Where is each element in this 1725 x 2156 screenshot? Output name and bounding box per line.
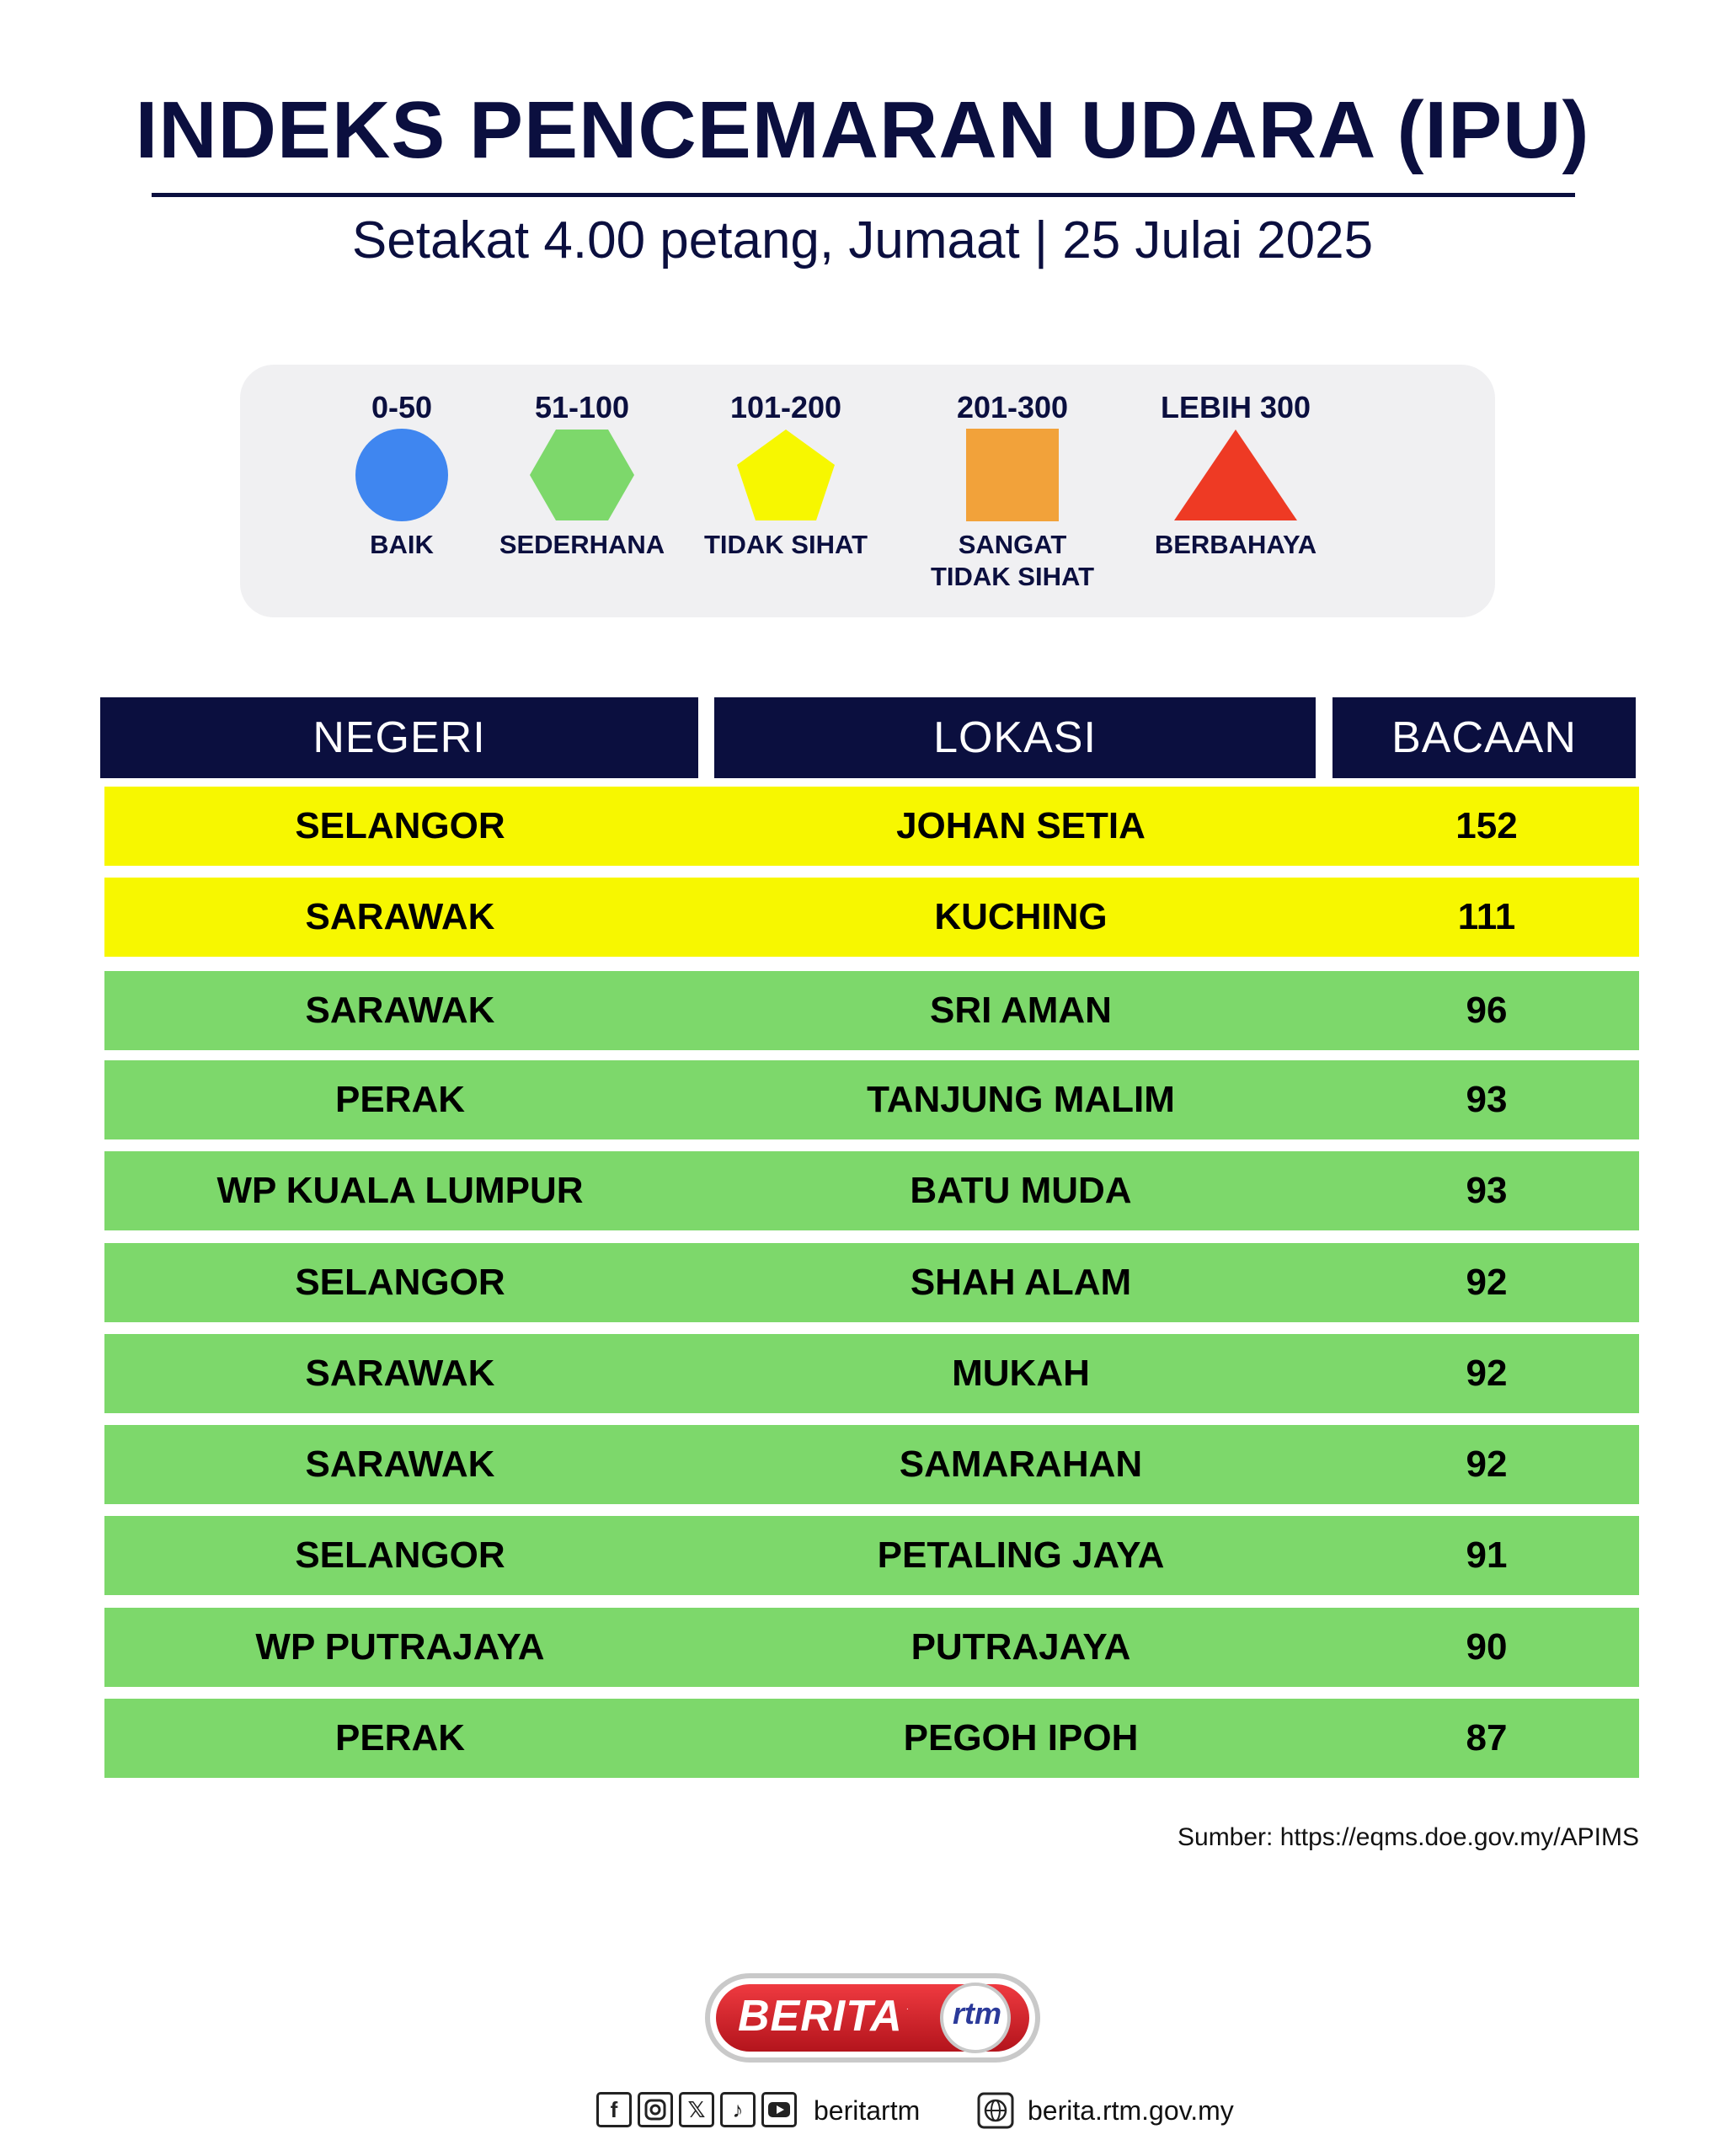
- logo-sub-text: rtm: [952, 1996, 1001, 2031]
- cell-negeri: SELANGOR: [295, 805, 505, 846]
- cell-negeri: SARAWAK: [305, 1444, 495, 1485]
- tiktok-icon[interactable]: ♪: [720, 2092, 756, 2127]
- cell-bacaan: 87: [1466, 1717, 1508, 1758]
- table-row: SELANGOR JOHAN SETIA 152: [104, 787, 1639, 866]
- legend-label-line: SANGAT: [958, 530, 1067, 559]
- social-handle[interactable]: beritartm: [814, 2095, 921, 2126]
- cell-bacaan: 92: [1466, 1353, 1508, 1394]
- table-row: PERAK PEGOH IPOH 87: [104, 1699, 1639, 1778]
- legend-range: 201-300: [956, 390, 1069, 424]
- instagram-icon[interactable]: [638, 2092, 673, 2127]
- pentagon-icon: [737, 430, 835, 520]
- legend-label: BAIK: [370, 530, 434, 559]
- legend-range: 0-50: [371, 390, 433, 424]
- cell-negeri: WP PUTRAJAYA: [255, 1626, 545, 1668]
- table-row: SARAWAK KUCHING 111: [104, 878, 1639, 957]
- cell-lokasi: PEGOH IPOH: [903, 1717, 1139, 1758]
- legend-range: 101-200: [729, 390, 842, 424]
- cell-bacaan: 93: [1466, 1170, 1508, 1211]
- cell-negeri: SARAWAK: [305, 1353, 495, 1394]
- legend-label: SEDERHANA: [499, 530, 665, 559]
- logo-text: BERITA: [738, 1992, 903, 2041]
- cell-negeri: PERAK: [334, 1717, 466, 1758]
- column-header-negeri: NEGERI: [100, 697, 698, 778]
- table-row: WP KUALA LUMPUR BATU MUDA 93: [104, 1151, 1639, 1230]
- cell-negeri: SELANGOR: [295, 1534, 505, 1576]
- globe-icon: [977, 2092, 1014, 2129]
- table-row: SARAWAK SRI AMAN 96: [104, 971, 1639, 1050]
- legend-range: 51-100: [534, 390, 630, 424]
- table-row: PERAK TANJUNG MALIM 93: [104, 1060, 1639, 1139]
- cell-bacaan: 111: [1457, 896, 1516, 937]
- title-underline: [152, 193, 1575, 197]
- table-row: SARAWAK MUKAH 92: [104, 1334, 1639, 1413]
- cell-lokasi: KUCHING: [934, 896, 1108, 937]
- cell-lokasi: BATU MUDA: [910, 1170, 1132, 1211]
- cell-bacaan: 92: [1466, 1262, 1508, 1303]
- legend-label: BERBAHAYA: [1154, 530, 1317, 559]
- cell-negeri: WP KUALA LUMPUR: [216, 1170, 584, 1211]
- cell-lokasi: SRI AMAN: [930, 990, 1112, 1031]
- legend-label: TIDAK SIHAT: [703, 530, 868, 559]
- table-row: SARAWAK SAMARAHAN 92: [104, 1425, 1639, 1504]
- cell-bacaan: 96: [1466, 990, 1508, 1031]
- svg-text:.: .: [906, 2003, 909, 2012]
- legend-label: SANGAT TIDAK SIHAT: [911, 529, 1114, 593]
- cell-bacaan: 92: [1466, 1444, 1508, 1485]
- cell-lokasi: PETALING JAYA: [877, 1534, 1165, 1576]
- cell-lokasi: JOHAN SETIA: [896, 805, 1146, 846]
- legend-panel: 0-50 BAIK 51-100 SEDERHANA 101-200 TIDAK…: [240, 365, 1495, 617]
- source-note: Sumber: https://eqms.doe.gov.my/APIMS: [1178, 1823, 1639, 1851]
- cell-lokasi: SHAH ALAM: [910, 1262, 1132, 1303]
- youtube-icon[interactable]: [761, 2092, 797, 2127]
- legend-label-line: TIDAK SIHAT: [930, 562, 1095, 591]
- table-row: SELANGOR PETALING JAYA 91: [104, 1516, 1639, 1595]
- legend-range: LEBIH 300: [1160, 390, 1311, 424]
- website-link[interactable]: berita.rtm.gov.my: [1028, 2095, 1234, 2126]
- cell-lokasi: SAMARAHAN: [899, 1444, 1143, 1485]
- page-title: INDEKS PENCEMARAN UDARA (IPU): [135, 85, 1590, 175]
- triangle-icon: [1174, 430, 1297, 520]
- facebook-icon[interactable]: f: [596, 2092, 632, 2127]
- cell-lokasi: TANJUNG MALIM: [867, 1079, 1175, 1120]
- cell-bacaan: 90: [1466, 1626, 1508, 1668]
- square-icon: [966, 429, 1059, 521]
- hexagon-icon: [530, 430, 634, 520]
- cell-negeri: SARAWAK: [305, 990, 495, 1031]
- cell-lokasi: MUKAH: [952, 1353, 1090, 1394]
- cell-bacaan: 91: [1466, 1534, 1508, 1576]
- table-row: WP PUTRAJAYA PUTRAJAYA 90: [104, 1608, 1639, 1687]
- column-header-bacaan: BACAAN: [1332, 697, 1636, 778]
- cell-negeri: SELANGOR: [295, 1262, 505, 1303]
- page-subtitle: Setakat 4.00 petang, Jumaat | 25 Julai 2…: [351, 211, 1374, 270]
- circle-icon: [355, 429, 448, 521]
- cell-lokasi: PUTRAJAYA: [911, 1626, 1131, 1668]
- berita-rtm-logo: .: [705, 1973, 1040, 2063]
- cell-bacaan: 93: [1466, 1079, 1508, 1120]
- x-icon[interactable]: 𝕏: [679, 2092, 714, 2127]
- column-header-lokasi: LOKASI: [714, 697, 1316, 778]
- cell-negeri: PERAK: [334, 1079, 466, 1120]
- cell-bacaan: 152: [1455, 805, 1518, 846]
- cell-negeri: SARAWAK: [305, 896, 495, 937]
- table-row: SELANGOR SHAH ALAM 92: [104, 1243, 1639, 1322]
